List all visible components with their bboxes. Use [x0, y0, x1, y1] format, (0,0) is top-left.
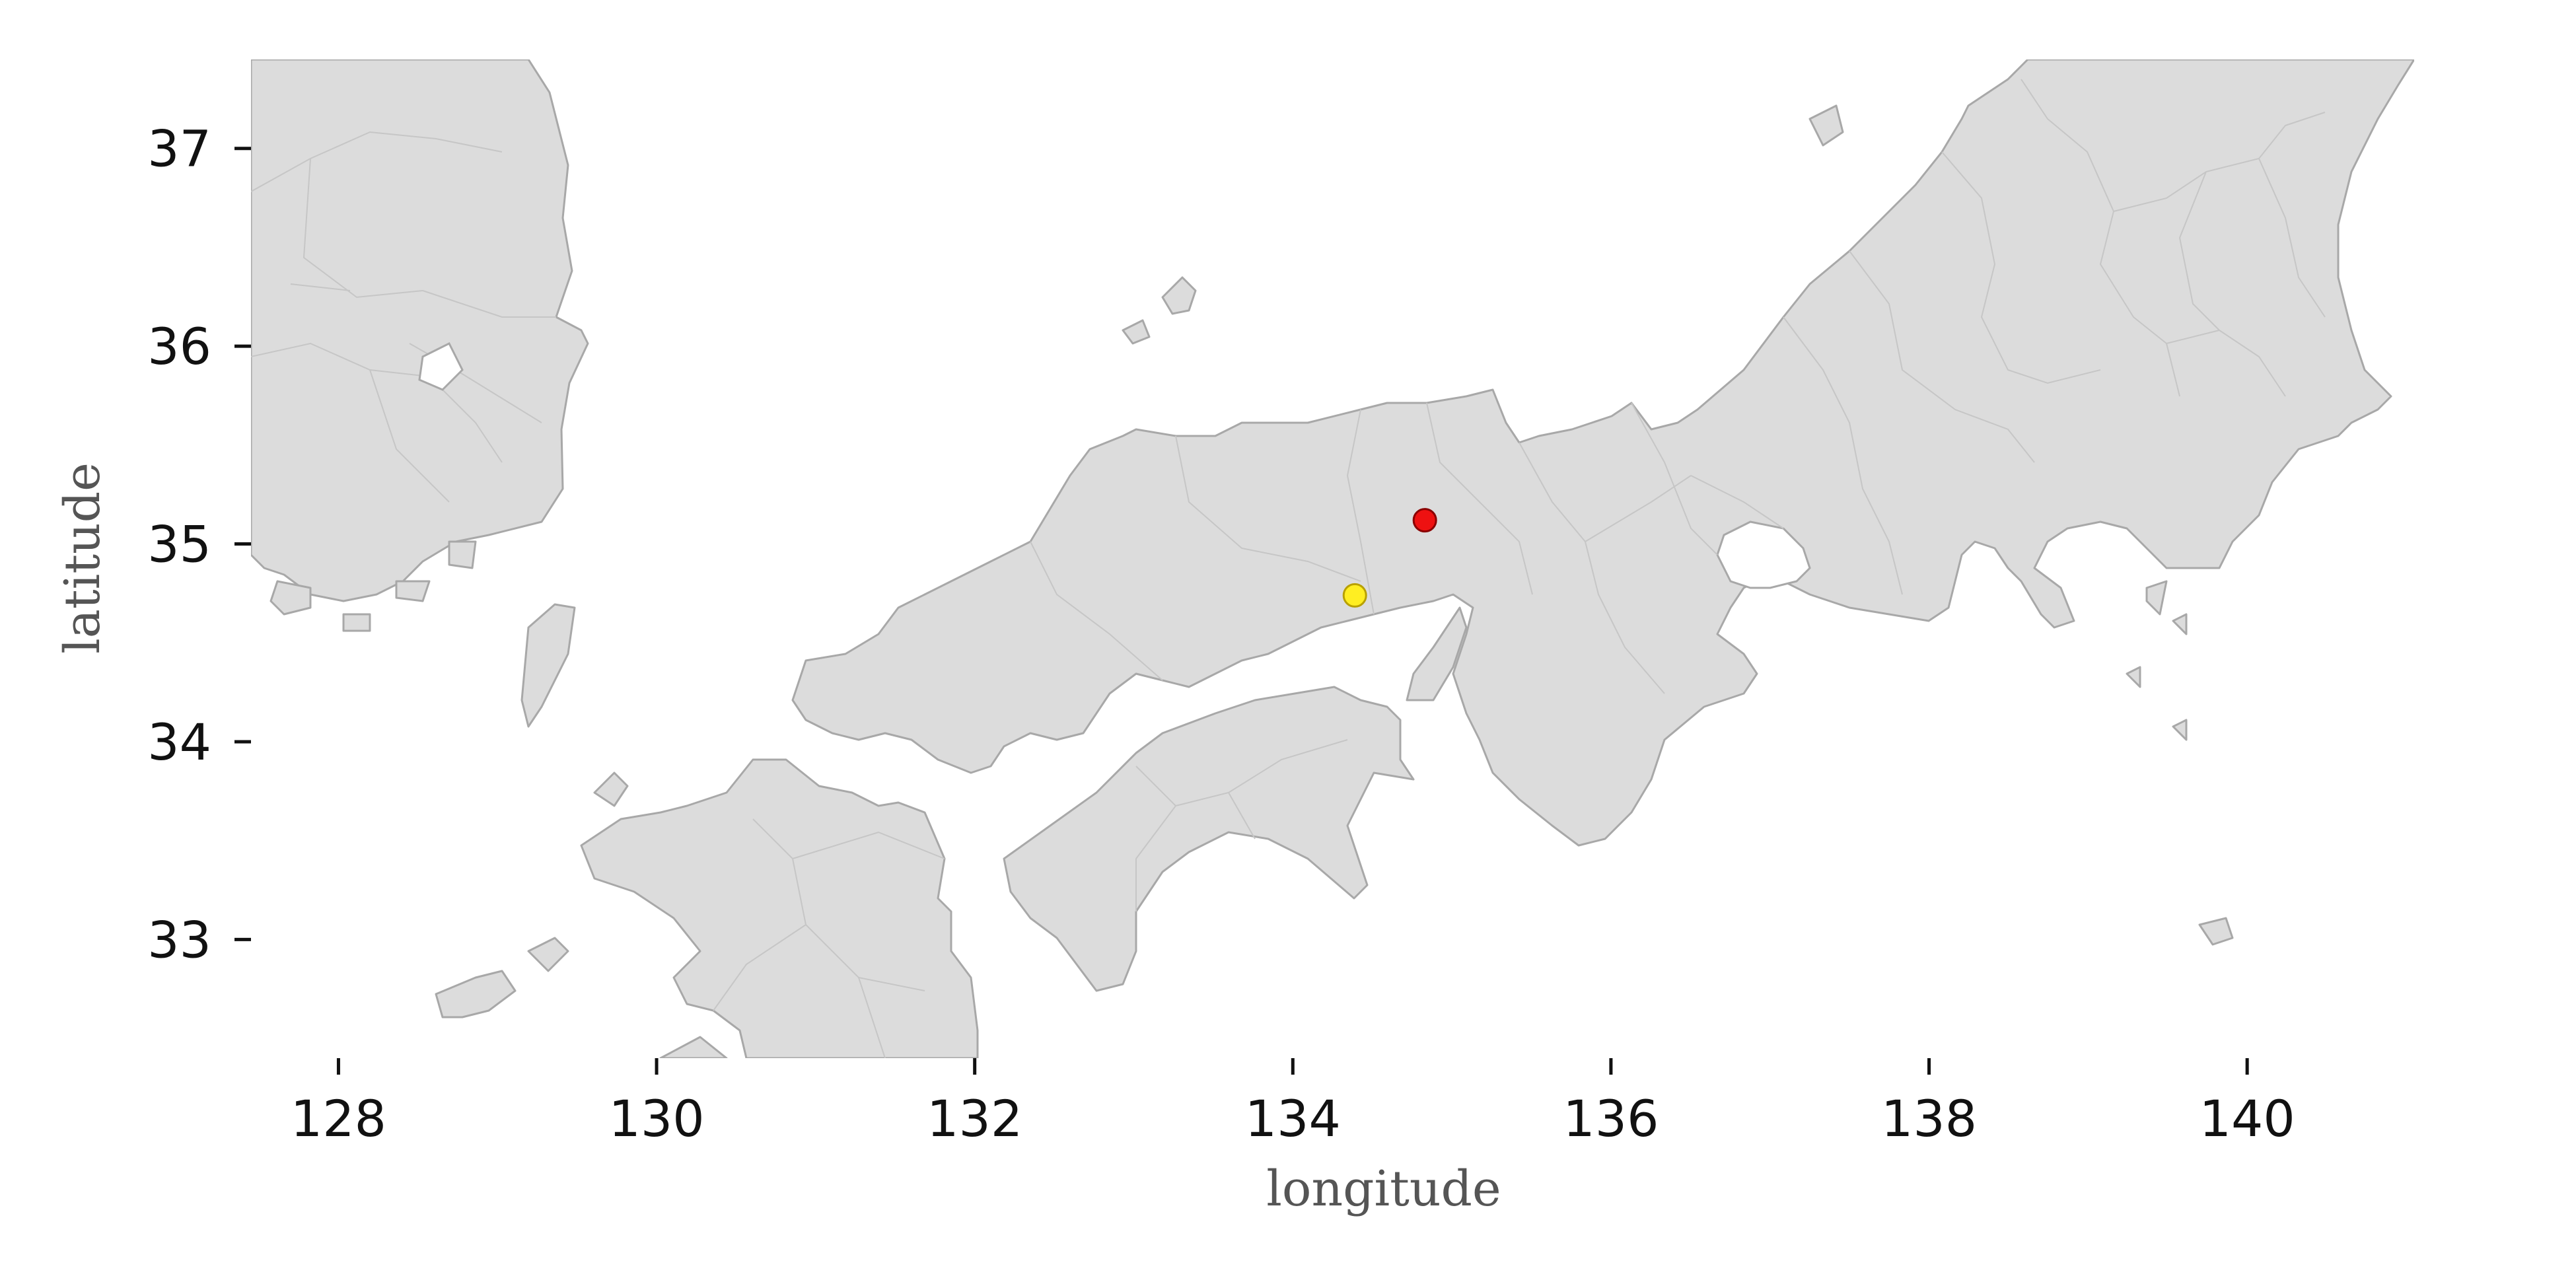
- kyushu-border-lines: [713, 818, 945, 1058]
- data-point: [1412, 508, 1437, 533]
- ise-bay: [1716, 520, 1811, 589]
- oki-islands: [1122, 276, 1197, 345]
- lake-inland: [418, 341, 464, 391]
- shikoku-border-lines: [1135, 739, 1348, 912]
- awaji-island: [1406, 606, 1468, 701]
- y-tick-label: 34: [147, 713, 211, 771]
- sado-island: [1808, 104, 1844, 147]
- y-tick-label: 33: [147, 910, 211, 969]
- x-tick-label: 138: [1881, 1089, 1977, 1148]
- izu-peninsula-islands: [2126, 580, 2234, 946]
- y-tick-label: 37: [147, 120, 211, 178]
- x-axis-label: longitude: [1266, 1161, 1501, 1217]
- jeju-island: [520, 603, 576, 728]
- kyushu: [580, 758, 979, 1058]
- y-tick-label: 35: [147, 515, 211, 574]
- shikoku: [1003, 686, 1415, 992]
- x-axis: 128 130 132 134 136 138 140: [291, 1058, 2295, 1148]
- korea-landmass: [251, 59, 589, 602]
- korea-border-lines: [251, 131, 556, 503]
- x-tick-label: 128: [291, 1089, 386, 1148]
- x-tick-label: 130: [609, 1089, 705, 1148]
- y-tick-label: 36: [147, 317, 211, 376]
- x-tick-label: 132: [927, 1089, 1022, 1148]
- y-axis: 33 34 35 36 37: [147, 120, 251, 969]
- kyushu-islands: [435, 771, 728, 1058]
- data-points: [1342, 508, 1437, 608]
- data-point: [1342, 583, 1367, 608]
- basemap: [251, 59, 2414, 1058]
- x-tick-label: 140: [2200, 1089, 2295, 1148]
- honshu-border-lines: [1030, 79, 2326, 694]
- y-axis-label: latitude: [54, 462, 111, 654]
- honshu: [791, 59, 2414, 847]
- x-tick-label: 134: [1245, 1089, 1341, 1148]
- x-tick-label: 136: [1563, 1089, 1659, 1148]
- korea-islands: [269, 540, 477, 632]
